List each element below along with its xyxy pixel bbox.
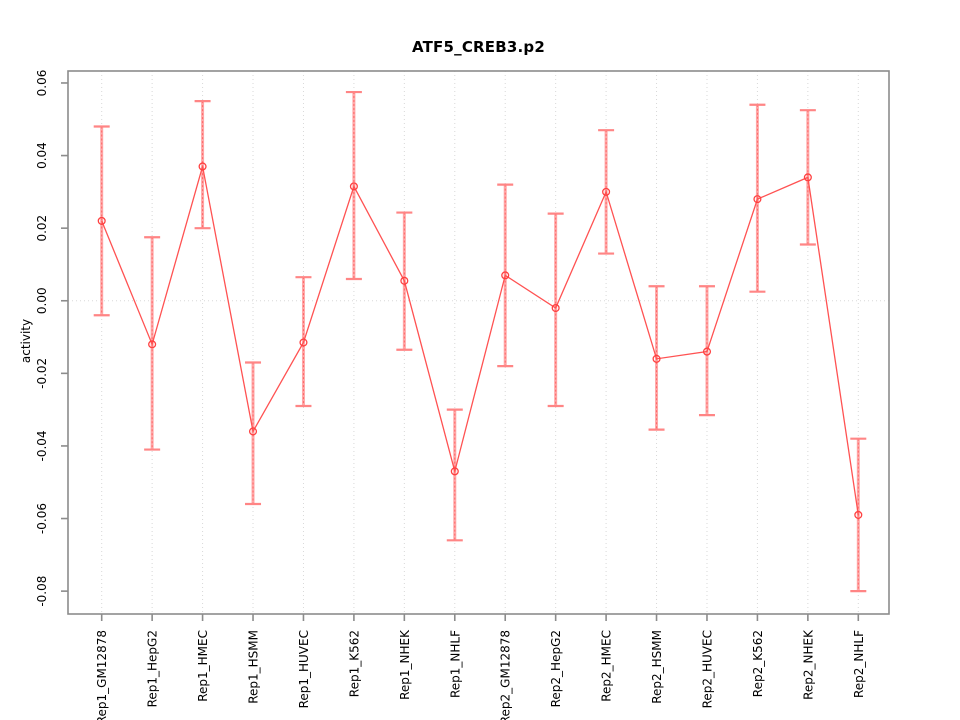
- x-tick-label: Rep1_HUVEC: [297, 630, 311, 708]
- data-point-marker: [198, 162, 207, 171]
- data-point-marker: [854, 510, 863, 519]
- x-tick-label: Rep2_HMEC: [600, 630, 614, 702]
- data-point-marker: [551, 303, 560, 313]
- x-tick-label: Rep1_HMEC: [196, 630, 210, 702]
- y-tick-label: -0.02: [35, 358, 49, 389]
- y-tick-label: 0.06: [35, 70, 49, 97]
- data-point-marker: [148, 340, 157, 349]
- data-point-marker: [97, 216, 106, 225]
- y-tick-label: 0.00: [35, 287, 49, 314]
- x-tick-label: Rep1_K562: [347, 630, 361, 697]
- chart-title: ATF5_CREB3.p2: [411, 38, 545, 56]
- plot-box: [67, 70, 890, 615]
- x-tick-label: Rep1_NHLF: [448, 630, 462, 698]
- x-tick-label: Rep1_GM12878: [95, 630, 109, 720]
- data-point-marker: [450, 467, 459, 476]
- data-point-marker: [400, 276, 409, 285]
- data-point-marker: [753, 195, 762, 204]
- x-tick-label: Rep2_HepG2: [549, 630, 563, 707]
- y-tick-label: -0.06: [35, 503, 49, 534]
- series-line: [101, 166, 859, 516]
- x-tick-label: Rep2_GM12878: [499, 630, 513, 720]
- y-tick-label: -0.08: [35, 576, 49, 607]
- x-tick-label: Rep2_NHLF: [852, 630, 866, 698]
- data-point-marker: [602, 187, 611, 196]
- x-tick-label: Rep2_HSMM: [650, 630, 664, 704]
- data-point-marker: [248, 427, 258, 436]
- data-point-marker: [349, 182, 358, 191]
- x-tick-label: Rep1_NHEK: [398, 629, 412, 700]
- y-tick-label: 0.02: [35, 215, 49, 242]
- data-point-marker: [299, 338, 308, 347]
- data-point-marker: [652, 354, 661, 363]
- y-tick-label: -0.04: [35, 430, 49, 461]
- data-point-marker: [501, 271, 510, 280]
- data-point-marker: [702, 347, 712, 356]
- x-tick-label: Rep2_HUVEC: [700, 630, 714, 708]
- x-tick-label: Rep2_K562: [751, 630, 765, 697]
- data-point-marker: [803, 173, 812, 182]
- x-tick-label: Rep2_NHEK: [801, 629, 815, 700]
- y-tick-label: 0.04: [35, 142, 49, 169]
- x-tick-label: Rep1_HSMM: [247, 630, 261, 704]
- x-tick-label: Rep1_HepG2: [146, 630, 160, 707]
